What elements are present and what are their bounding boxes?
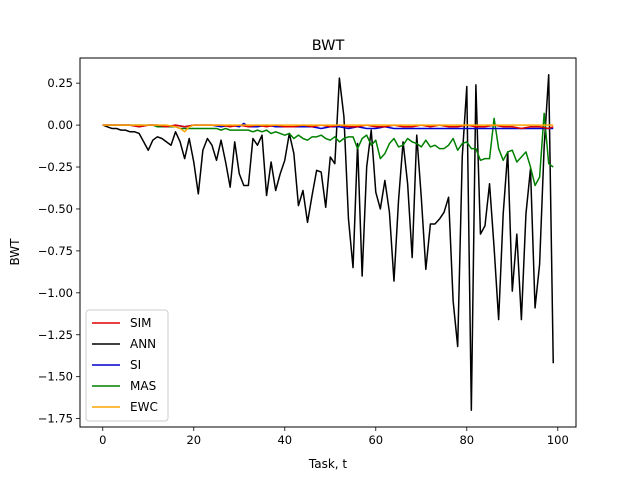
x-tick-label: 0: [99, 433, 106, 447]
legend-label-si: SI: [130, 358, 141, 372]
x-axis-label: Task, t: [308, 457, 348, 471]
x-tick-label: 40: [277, 433, 292, 447]
y-tick-label: −0.25: [38, 160, 73, 174]
y-axis-label: BWT: [8, 238, 22, 266]
plot-frame: [79, 57, 577, 428]
legend-box: [85, 309, 169, 422]
x-tick-label: 100: [547, 433, 569, 447]
x-tick-label: 80: [459, 433, 474, 447]
y-tick-label: 0.25: [47, 76, 73, 90]
y-axis-ticks: 0.25 0.00 −0.25 −0.50 −0.75 −1.00 −1.25 −1.50 −1…: [38, 76, 80, 426]
series-line-sim: [102, 124, 554, 130]
legend-label-ewc: EWC: [130, 400, 158, 414]
y-tick-label: −0.75: [38, 244, 73, 258]
x-axis-ticks: 0 20 40 60 80 100: [99, 427, 569, 447]
plot-series-lines: [102, 74, 554, 411]
legend: SIM ANN SI MAS EWC: [85, 309, 169, 422]
series-line-ewc: [102, 124, 554, 133]
y-tick-label: −1.50: [38, 370, 73, 384]
y-tick-label: 0.00: [47, 118, 73, 132]
y-tick-label: −0.50: [38, 202, 73, 216]
y-tick-label: −1.25: [38, 328, 73, 342]
y-tick-label: −1.00: [38, 286, 73, 300]
legend-label-ann: ANN: [130, 337, 156, 351]
chart-title: BWT: [312, 38, 345, 54]
legend-label-sim: SIM: [130, 316, 152, 330]
legend-label-mas: MAS: [130, 379, 156, 393]
x-tick-label: 20: [186, 433, 201, 447]
y-tick-label: −1.75: [38, 412, 73, 426]
x-tick-label: 60: [368, 433, 383, 447]
series-line-ann: [102, 74, 554, 411]
